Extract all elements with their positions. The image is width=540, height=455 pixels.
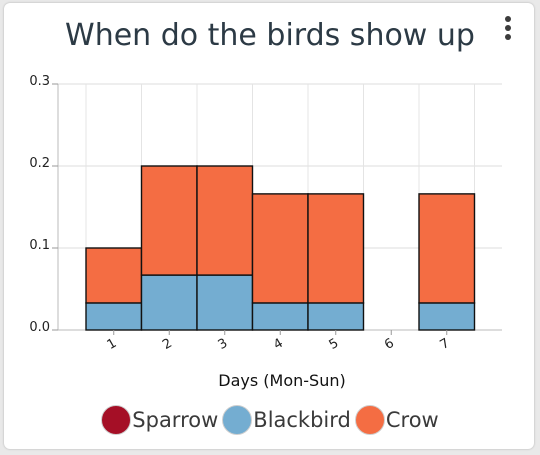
legend-item-sparrow[interactable]: Sparrow — [101, 405, 218, 435]
y-tick-label: 0.3 — [29, 74, 50, 89]
bar-blackbird-3 — [196, 274, 254, 331]
bar-blackbird-1 — [85, 302, 143, 331]
legend-swatch — [354, 405, 385, 435]
bar-crow-3 — [196, 165, 254, 276]
bar-crow-4 — [251, 193, 309, 304]
chart-legend: Sparrow Blackbird Crow — [0, 405, 540, 435]
x-tick-label: 4 — [271, 336, 286, 353]
legend-label: Blackbird — [253, 408, 351, 432]
x-axis-label: Days (Mon-Sun) — [218, 371, 345, 390]
bar-blackbird-7 — [418, 302, 476, 331]
y-tick-label: 0.0 — [29, 320, 50, 335]
chart-title: When do the birds show up — [65, 18, 475, 53]
bar-crow-2 — [140, 165, 198, 276]
bar-crow-7 — [418, 193, 476, 304]
y-tick-label: 0.1 — [29, 238, 50, 253]
x-tick-label: 2 — [160, 336, 175, 353]
legend-swatch — [101, 405, 132, 435]
x-tick-label: 5 — [327, 336, 342, 353]
bar-blackbird-5 — [307, 302, 365, 331]
legend-item-blackbird[interactable]: Blackbird — [222, 405, 351, 435]
bar-crow-5 — [307, 193, 365, 304]
legend-label: Sparrow — [132, 408, 219, 432]
legend-label: Crow — [385, 408, 439, 432]
more-options-icon[interactable] — [498, 16, 518, 46]
legend-swatch — [222, 405, 253, 435]
bar-crow-1 — [85, 247, 143, 304]
x-tick-label: 3 — [216, 336, 231, 353]
bar-blackbird-4 — [251, 302, 309, 331]
y-tick-label: 0.2 — [29, 156, 50, 171]
legend-item-crow[interactable]: Crow — [354, 405, 439, 435]
x-tick-label: 6 — [382, 336, 397, 353]
x-tick-label: 7 — [438, 336, 453, 353]
x-tick-label: 1 — [105, 336, 120, 353]
bar-blackbird-2 — [140, 274, 198, 331]
